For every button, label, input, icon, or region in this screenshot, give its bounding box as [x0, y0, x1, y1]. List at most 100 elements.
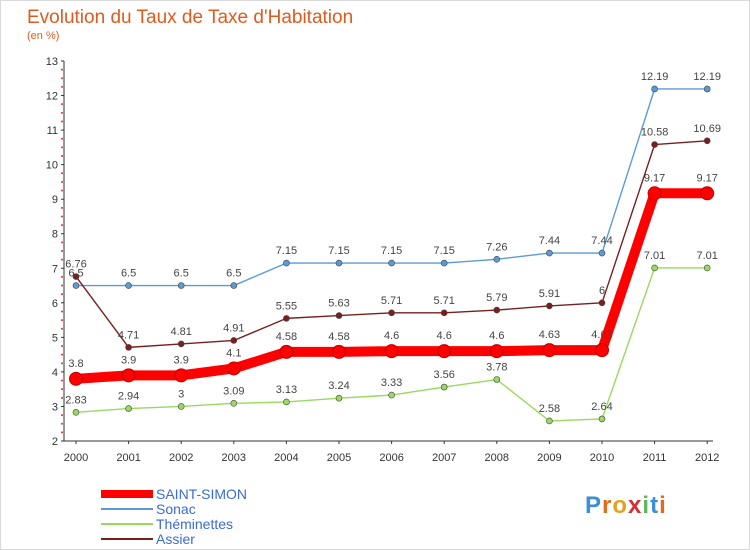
- data-label: 5.91: [539, 288, 560, 300]
- data-point: [388, 391, 395, 399]
- data-label: 2.58: [539, 403, 560, 415]
- data-label: 3: [178, 388, 184, 400]
- data-point: [440, 383, 448, 391]
- data-point: [335, 394, 343, 402]
- data-point: [598, 299, 606, 307]
- data-label: 7.15: [381, 245, 402, 257]
- data-point: [335, 312, 343, 319]
- brand-letter: P: [585, 492, 603, 519]
- data-label: 6.5: [174, 268, 189, 280]
- brand-letter: r: [602, 492, 613, 519]
- data-label: 7.44: [591, 235, 612, 247]
- data-label: 9.17: [696, 172, 717, 184]
- data-point: [177, 403, 185, 410]
- data-label: 2.64: [591, 401, 612, 413]
- data-point: [332, 344, 346, 359]
- y-minor-tick: [61, 146, 63, 149]
- y-minor-tick: [61, 68, 63, 71]
- data-point: [647, 186, 662, 201]
- data-point: [72, 409, 80, 416]
- data-point: [703, 137, 711, 145]
- data-label: 4.71: [118, 329, 139, 341]
- data-label: 4.81: [170, 326, 191, 338]
- chart-title: Evolution du Taux de Taxe d'Habitation: [27, 7, 354, 28]
- data-label: 4.6: [437, 330, 452, 342]
- y-tick-label: 13: [46, 56, 58, 68]
- data-label: 3.24: [328, 380, 349, 392]
- data-label: 6.5: [226, 268, 241, 280]
- y-tick-label: 9: [52, 194, 58, 206]
- legend-swatch: [101, 523, 153, 525]
- data-label: 10.69: [693, 123, 721, 135]
- y-minor-tick: [61, 275, 63, 278]
- y-minor-tick: [61, 103, 63, 106]
- y-minor-tick: [61, 111, 63, 114]
- data-label: 4.63: [591, 329, 612, 341]
- y-minor-tick: [61, 180, 63, 183]
- data-label: 4.6: [489, 330, 504, 342]
- x-tick-label: 2005: [327, 452, 351, 464]
- data-point: [230, 400, 238, 407]
- y-minor-tick: [61, 241, 63, 244]
- brand-letter: t: [650, 492, 660, 519]
- data-point: [437, 344, 452, 359]
- y-minor-tick: [61, 189, 63, 192]
- y-tick-label: 5: [52, 332, 58, 344]
- data-label: 4.58: [328, 331, 349, 343]
- data-point: [388, 309, 395, 317]
- data-label: 6.76: [65, 259, 86, 271]
- brand-letter: i: [659, 492, 667, 519]
- y-minor-tick: [61, 155, 63, 157]
- data-label: 7.44: [539, 235, 560, 247]
- data-point: [703, 264, 711, 272]
- data-point: [598, 415, 606, 423]
- data-label: 3.56: [433, 369, 454, 381]
- y-minor-tick: [61, 388, 63, 391]
- data-point: [72, 273, 80, 280]
- y-minor-tick: [61, 319, 63, 322]
- y-minor-tick: [61, 345, 63, 347]
- y-minor-tick: [61, 77, 63, 80]
- data-point: [489, 344, 504, 359]
- data-label: 5.55: [276, 300, 297, 312]
- data-point: [335, 259, 343, 267]
- data-label: 7.01: [696, 250, 717, 262]
- data-label: 4.58: [276, 331, 297, 343]
- data-point: [230, 337, 238, 344]
- data-point: [546, 249, 553, 257]
- data-point: [542, 343, 557, 358]
- y-minor-tick: [61, 224, 63, 227]
- y-tick-label: 10: [46, 160, 58, 172]
- legend-item: Sonac: [101, 502, 196, 516]
- data-label: 3.33: [381, 377, 402, 389]
- data-point: [440, 309, 448, 317]
- y-tick-label: 2: [52, 436, 58, 448]
- data-label: 7.26: [486, 241, 507, 253]
- data-point: [283, 398, 290, 406]
- data-point: [440, 259, 448, 267]
- data-point: [230, 282, 238, 289]
- y-minor-tick: [61, 85, 63, 88]
- data-label: 2.94: [118, 391, 139, 403]
- data-point: [493, 306, 501, 314]
- data-label: 6: [599, 285, 605, 297]
- x-tick-label: 2010: [590, 452, 614, 464]
- y-minor-tick: [61, 310, 63, 313]
- x-tick-label: 2001: [116, 452, 140, 464]
- x-tick-label: 2000: [64, 452, 88, 464]
- x-tick-label: 2004: [274, 452, 298, 464]
- data-point: [493, 255, 501, 263]
- data-label: 5.63: [328, 298, 349, 310]
- y-minor-tick: [61, 362, 63, 365]
- data-label: 4.1: [226, 347, 241, 359]
- unit-label: (en %): [27, 30, 60, 42]
- y-tick-label: 11: [47, 125, 58, 137]
- data-point: [283, 259, 290, 267]
- data-point: [174, 368, 189, 383]
- data-point: [703, 85, 711, 93]
- x-tick-label: 2006: [379, 452, 403, 464]
- y-minor-tick: [61, 206, 63, 209]
- data-point: [700, 186, 715, 201]
- x-tick-label: 2002: [169, 452, 193, 464]
